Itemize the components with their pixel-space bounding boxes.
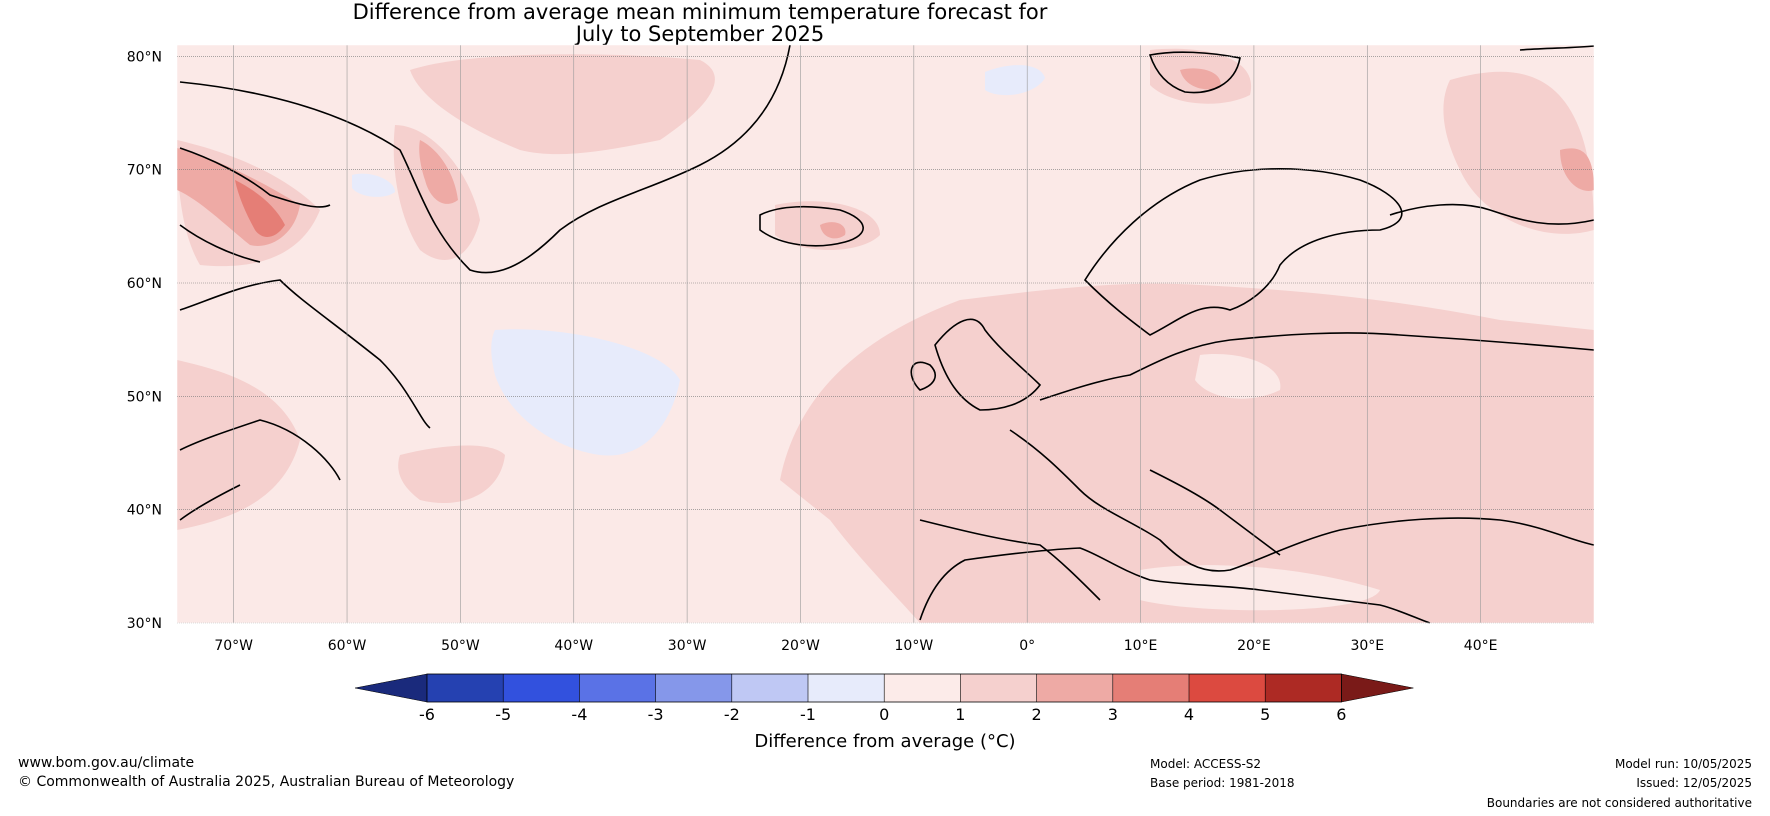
anomaly-region-greenland-cool: [352, 173, 395, 197]
colorbar-tick-label: 6: [1336, 705, 1346, 724]
colorbar-tick-label: -3: [648, 705, 664, 724]
footer-base-period: Base period: 1981-2018: [1150, 776, 1295, 790]
anomaly-region-north-atlantic-cool: [491, 329, 680, 456]
colorbar-tick-label: 3: [1108, 705, 1118, 724]
colorbar-segment: [579, 674, 656, 702]
colorbar-tick-label: -6: [419, 705, 435, 724]
colorbar: -6 -5 -4 -3 -2 -1 0 1 2 3 4 5 6: [354, 673, 1414, 724]
longitude-labels: 70°W 60°W 50°W 40°W 30°W 20°W 10°W 0° 10°E 20°E 30…: [214, 638, 1497, 654]
colorbar-tick-label: 2: [1032, 705, 1042, 724]
anomaly-region-iceland-core: [820, 222, 846, 239]
map-title-line-2: July to September 2025: [575, 22, 825, 46]
longitude-label: 40°E: [1464, 638, 1498, 654]
colorbar-segment: [503, 674, 580, 702]
anomaly-region-norwegian-sea-cool: [985, 65, 1045, 96]
continental-europe-coastline: [919, 332, 1595, 601]
anomaly-region-russia-east: [1443, 71, 1594, 234]
anomaly-region-mediterranean-warm: [1140, 565, 1380, 611]
colorbar-tick-label: -4: [571, 705, 587, 724]
longitude-label: 10°W: [895, 638, 934, 654]
colorbar-extend-low: [354, 673, 428, 703]
colorbar-segment: [1112, 674, 1189, 702]
colorbar-tick-label: 4: [1184, 705, 1194, 724]
latitude-label: 40°N: [127, 503, 162, 519]
latitude-label: 50°N: [127, 389, 162, 405]
longitude-label: 20°W: [781, 638, 820, 654]
map-frame: [176, 44, 1595, 624]
colorbar-tick-label: 1: [955, 705, 965, 724]
latitude-label: 70°N: [127, 163, 162, 179]
longitude-label: 50°W: [441, 638, 480, 654]
anomaly-region-newfoundland: [177, 360, 300, 530]
footer-website[interactable]: www.bom.gov.au/climate: [18, 755, 195, 771]
longitude-label: 0°: [1019, 638, 1035, 654]
longitude-label: 40°W: [554, 638, 593, 654]
baffin-coastline: [179, 147, 331, 263]
latitude-labels: 80°N 70°N 60°N 50°N 40°N 30°N: [127, 49, 162, 632]
colorbar-tick-label: -1: [800, 705, 816, 724]
colorbar-segment: [731, 674, 808, 702]
anomaly-region-mid-atlantic: [398, 445, 505, 503]
longitude-label: 60°W: [328, 638, 367, 654]
longitude-label: 30°E: [1350, 638, 1384, 654]
colorbar-segment: [655, 674, 732, 702]
iceland-coastline: [759, 205, 864, 247]
latitude-label: 60°N: [127, 276, 162, 292]
anomaly-region-central-europe-warm: [1195, 354, 1281, 399]
latitude-label: 80°N: [127, 49, 162, 65]
colorbar-tick-label: -2: [724, 705, 740, 724]
colorbar-tick-label: -5: [495, 705, 511, 724]
colorbar-tick-label: 0: [879, 705, 889, 724]
footer-model-run: Model run: 10/05/2025: [1614, 757, 1752, 771]
colorbar-segment: [808, 674, 885, 702]
longitude-label: 20°E: [1237, 638, 1271, 654]
labrador-coastline: [179, 279, 431, 521]
svalbard-coastline: [1148, 51, 1241, 94]
anomaly-region-svalbard-core: [1180, 68, 1221, 90]
footer-issued: Issued: 12/05/2025: [1636, 776, 1752, 790]
anomaly-region-greenland-core: [419, 140, 458, 204]
latitude-label: 30°N: [127, 616, 162, 632]
colorbar-segment: [1189, 674, 1266, 702]
map-title-line-1: Difference from average mean minimum tem…: [352, 0, 1048, 24]
colorbar-segment: [1036, 674, 1113, 702]
anomaly-region-baffin-core: [235, 180, 285, 237]
colorbar-segment: [884, 674, 961, 702]
colorbar-title: Difference from average (°C): [754, 731, 1015, 752]
longitude-label: 10°E: [1124, 638, 1158, 654]
north-africa-coastline: [919, 547, 1431, 624]
colorbar-extend-high: [1341, 673, 1414, 703]
forecast-map: [176, 44, 1595, 624]
anomaly-region-europe: [780, 283, 1594, 623]
longitude-label: 70°W: [214, 638, 253, 654]
colorbar-tick-label: 5: [1260, 705, 1270, 724]
greenland-coastline: [179, 44, 791, 274]
footer-model: Model: ACCESS-S2: [1150, 757, 1262, 771]
russia-arctic-coastline: [1389, 45, 1595, 225]
scandinavia-coastline: [1083, 168, 1403, 336]
anomaly-region-north-atlantic: [410, 54, 715, 155]
footer-copyright: © Commonwealth of Australia 2025, Austra…: [18, 774, 515, 790]
colorbar-segment: [427, 674, 504, 702]
british-isles-coastline: [910, 318, 1042, 411]
colorbar-segment: [960, 674, 1037, 702]
colorbar-segment: [1265, 674, 1342, 702]
longitude-label: 30°W: [668, 638, 707, 654]
footer-disclaimer: Boundaries are not considered authoritat…: [1486, 796, 1752, 810]
